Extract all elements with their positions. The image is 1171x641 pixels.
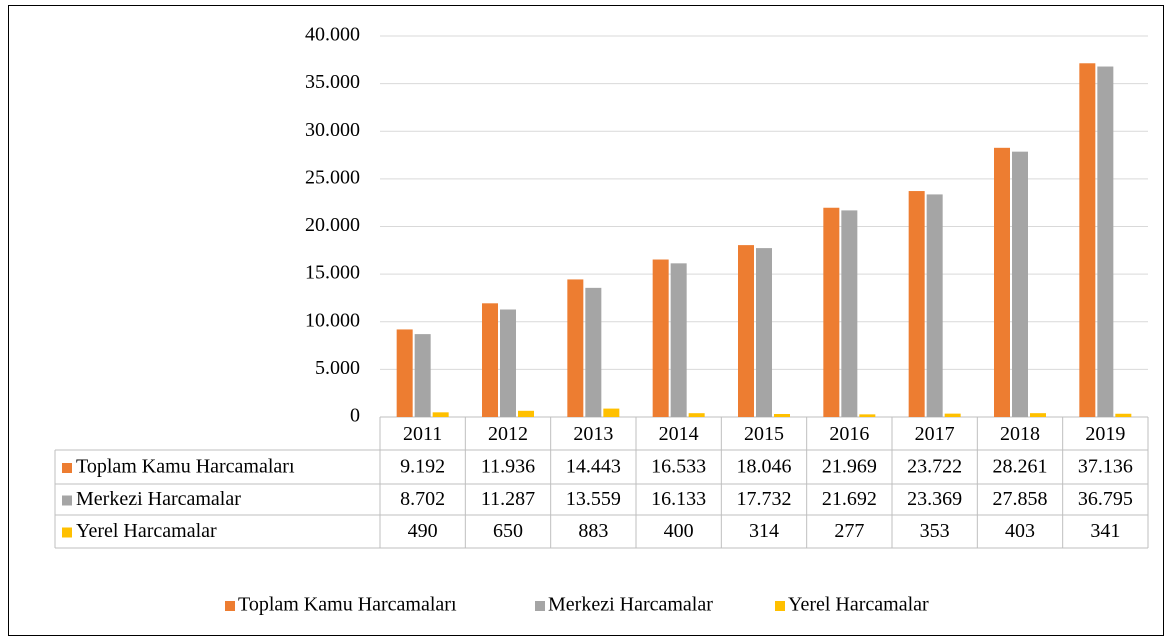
bar (603, 408, 620, 417)
legend-key (62, 527, 72, 538)
table-value: 11.936 (481, 456, 535, 478)
table-value: 18.046 (737, 456, 792, 478)
y-tick-label: 15.000 (305, 262, 360, 284)
bar (944, 413, 961, 417)
x-tick-label: 2017 (915, 423, 955, 445)
legend-key (775, 601, 785, 611)
legend-label: Yerel Harcamalar (788, 594, 929, 616)
table-value: 13.559 (566, 488, 621, 510)
table-value: 650 (493, 520, 523, 542)
bar (567, 279, 584, 417)
table-value: 17.732 (737, 488, 792, 510)
bar (670, 263, 687, 417)
bar (1012, 151, 1028, 417)
x-tick-label: 2013 (573, 423, 613, 445)
table-value: 403 (1005, 520, 1035, 542)
table-value: 21.969 (822, 456, 877, 478)
table-value: 883 (578, 520, 608, 542)
y-tick-label: 25.000 (305, 166, 360, 188)
table-value: 28.261 (993, 456, 1048, 478)
bar (823, 207, 840, 417)
bar (518, 410, 534, 417)
table-value: 23.722 (907, 456, 962, 478)
table-value: 277 (834, 520, 864, 542)
legend-key (62, 463, 72, 473)
legend-key (535, 601, 545, 611)
legend-key (225, 601, 235, 611)
table-value: 353 (920, 520, 950, 542)
table-value: 27.858 (993, 488, 1048, 510)
table-row-label: Toplam Kamu Harcamaları (76, 456, 295, 478)
x-tick-label: 2015 (744, 423, 784, 445)
bar (414, 334, 431, 417)
bar (482, 303, 498, 417)
table-value: 16.133 (651, 488, 706, 510)
table-value: 23.369 (907, 488, 962, 510)
bar (774, 414, 790, 417)
bar (1097, 66, 1114, 418)
bar (908, 191, 925, 417)
table-row-label: Merkezi Harcamalar (76, 488, 241, 510)
x-tick-label: 2016 (829, 423, 869, 445)
legend-label: Toplam Kamu Harcamaları (238, 594, 457, 616)
x-tick-label: 2014 (659, 423, 699, 445)
y-tick-label: 35.000 (305, 71, 360, 93)
x-tick-label: 2012 (488, 423, 528, 445)
table-value: 490 (408, 520, 438, 542)
bar (841, 210, 858, 417)
table-value: 314 (749, 520, 779, 542)
table-value: 9.192 (400, 456, 445, 478)
table-value: 16.533 (651, 456, 706, 478)
y-tick-label: 40.000 (305, 24, 360, 46)
bar (859, 414, 876, 417)
bar (688, 413, 705, 417)
bar (756, 248, 772, 417)
bar (994, 147, 1010, 418)
table-value: 36.795 (1078, 488, 1133, 510)
x-tick-label: 2018 (1000, 423, 1040, 445)
table-value: 14.443 (566, 456, 621, 478)
bar (396, 329, 413, 417)
y-tick-label: 10.000 (305, 309, 360, 331)
table-value: 37.136 (1078, 456, 1133, 478)
bar (500, 309, 516, 417)
table-value: 8.702 (400, 488, 445, 510)
bar (432, 412, 449, 417)
table-value: 11.287 (481, 488, 535, 510)
bar (585, 287, 602, 417)
bar (652, 259, 669, 417)
bar (738, 245, 754, 417)
y-tick-label: 20.000 (305, 214, 360, 236)
table-value: 400 (664, 520, 694, 542)
bar (1079, 63, 1096, 417)
table-value: 21.692 (822, 488, 877, 510)
bar (1030, 413, 1046, 417)
x-tick-label: 2019 (1085, 423, 1125, 445)
bar (1115, 413, 1132, 417)
legend-label: Merkezi Harcamalar (548, 594, 713, 616)
bar (926, 194, 943, 417)
table-value: 341 (1090, 520, 1120, 542)
y-tick-label: 5.000 (315, 357, 360, 379)
legend-key (62, 495, 72, 506)
table-row-label: Yerel Harcamalar (76, 520, 217, 542)
y-tick-label: 0 (350, 405, 360, 427)
x-tick-label: 2011 (403, 423, 442, 445)
y-tick-label: 30.000 (305, 119, 360, 141)
